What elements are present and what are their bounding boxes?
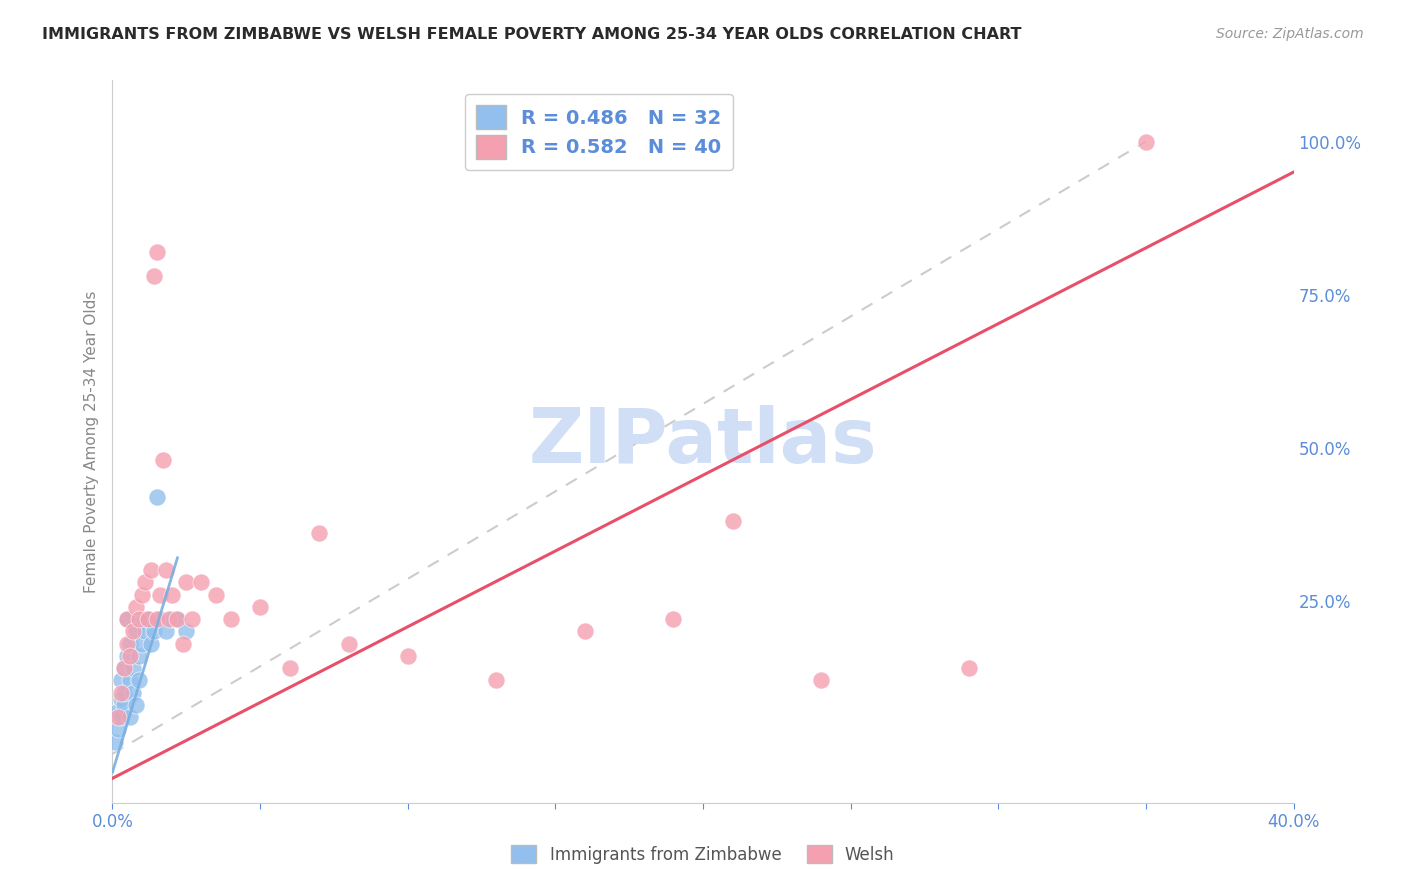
Point xyxy=(139,637,162,651)
Point xyxy=(146,244,169,259)
Point xyxy=(146,612,169,626)
Point xyxy=(112,698,135,712)
Point xyxy=(122,685,145,699)
Point xyxy=(149,612,172,626)
Point xyxy=(249,599,271,614)
Point xyxy=(396,648,419,663)
Point xyxy=(107,704,129,718)
Point xyxy=(110,685,132,699)
Point xyxy=(166,612,188,626)
Point xyxy=(810,673,832,688)
Point xyxy=(136,612,159,626)
Point xyxy=(152,453,174,467)
Point xyxy=(155,624,177,639)
Point xyxy=(131,637,153,651)
Point xyxy=(117,612,138,626)
Point xyxy=(131,588,153,602)
Text: ZIPatlas: ZIPatlas xyxy=(529,405,877,478)
Point xyxy=(112,685,135,699)
Point xyxy=(278,661,301,675)
Point xyxy=(157,612,180,626)
Point xyxy=(112,661,135,675)
Point xyxy=(117,637,138,651)
Text: IMMIGRANTS FROM ZIMBABWE VS WELSH FEMALE POVERTY AMONG 25-34 YEAR OLDS CORRELATI: IMMIGRANTS FROM ZIMBABWE VS WELSH FEMALE… xyxy=(42,27,1022,42)
Point xyxy=(128,612,150,626)
Point xyxy=(1135,135,1157,149)
Point xyxy=(142,269,165,284)
Point xyxy=(136,612,159,626)
Point xyxy=(149,588,172,602)
Point xyxy=(122,661,145,675)
Point xyxy=(174,624,197,639)
Point xyxy=(166,612,188,626)
Point xyxy=(125,624,148,639)
Y-axis label: Female Poverty Among 25-34 Year Olds: Female Poverty Among 25-34 Year Olds xyxy=(83,291,98,592)
Point xyxy=(104,734,127,748)
Point xyxy=(134,624,156,639)
Point xyxy=(485,673,508,688)
Point xyxy=(308,526,330,541)
Point xyxy=(110,710,132,724)
Point xyxy=(574,624,596,639)
Point xyxy=(662,612,685,626)
Point xyxy=(117,612,138,626)
Point xyxy=(219,612,242,626)
Point xyxy=(120,648,142,663)
Point xyxy=(139,563,162,577)
Point xyxy=(721,514,744,528)
Point xyxy=(160,612,183,626)
Point xyxy=(110,691,132,706)
Point xyxy=(120,673,142,688)
Point xyxy=(125,698,148,712)
Point xyxy=(172,637,194,651)
Point xyxy=(112,661,135,675)
Point xyxy=(160,588,183,602)
Point xyxy=(190,575,212,590)
Point xyxy=(128,648,150,663)
Point xyxy=(107,710,129,724)
Point xyxy=(155,563,177,577)
Point xyxy=(107,723,129,737)
Point xyxy=(174,575,197,590)
Point xyxy=(120,637,142,651)
Point xyxy=(181,612,204,626)
Point xyxy=(134,575,156,590)
Legend: R = 0.486   N = 32, R = 0.582   N = 40: R = 0.486 N = 32, R = 0.582 N = 40 xyxy=(465,94,733,170)
Point xyxy=(146,490,169,504)
Point xyxy=(122,624,145,639)
Point xyxy=(125,599,148,614)
Legend: Immigrants from Zimbabwe, Welsh: Immigrants from Zimbabwe, Welsh xyxy=(505,838,901,871)
Point xyxy=(120,710,142,724)
Point xyxy=(117,648,138,663)
Point xyxy=(142,624,165,639)
Point xyxy=(128,673,150,688)
Point xyxy=(957,661,980,675)
Point xyxy=(110,673,132,688)
Point xyxy=(337,637,360,651)
Point xyxy=(205,588,228,602)
Text: Source: ZipAtlas.com: Source: ZipAtlas.com xyxy=(1216,27,1364,41)
Point xyxy=(131,612,153,626)
